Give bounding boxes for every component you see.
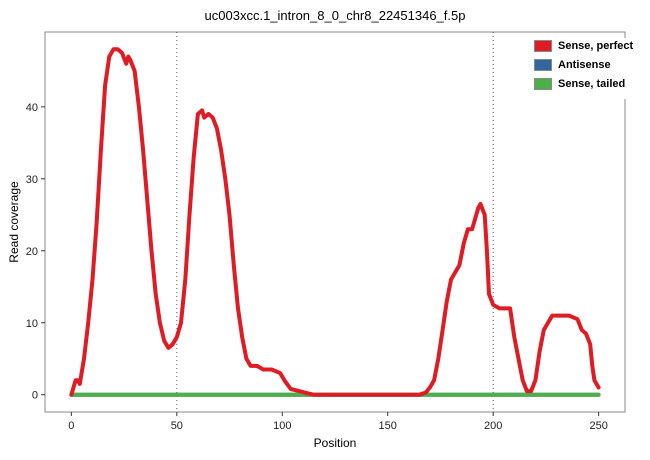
x-axis-label: Position — [313, 436, 357, 450]
x-tick-label: 150 — [379, 420, 397, 432]
legend: Sense, perfect Antisense Sense, tailed — [530, 38, 638, 99]
legend-item: Sense, tailed — [534, 78, 633, 90]
y-tick-label: 0 — [32, 390, 38, 402]
legend-label: Sense, tailed — [558, 78, 626, 90]
y-tick-label: 30 — [26, 174, 38, 186]
legend-label: Sense, perfect — [558, 40, 634, 52]
y-tick-label: 20 — [26, 246, 38, 258]
x-tick-label: 100 — [273, 420, 291, 432]
y-tick-label: 40 — [26, 102, 38, 114]
y-tick-label: 10 — [26, 318, 38, 330]
legend-key-icon — [534, 78, 552, 90]
plot-panel — [44, 31, 626, 413]
chart-title: uc003xcc.1_intron_8_0_chr8_22451346_f.5p — [204, 8, 466, 23]
legend-key-icon — [534, 59, 552, 71]
x-tick-label: 200 — [484, 420, 502, 432]
x-tick-label: 0 — [68, 420, 74, 432]
legend-key-icon — [534, 40, 552, 52]
x-tick-label: 50 — [171, 420, 183, 432]
y-axis-label: Read coverage — [7, 181, 21, 263]
series-line-sense-perfect — [69, 47, 601, 397]
x-tick-label: 250 — [589, 420, 607, 432]
legend-item: Sense, perfect — [534, 40, 633, 52]
legend-item: Antisense — [534, 59, 633, 71]
legend-label: Antisense — [558, 59, 611, 71]
